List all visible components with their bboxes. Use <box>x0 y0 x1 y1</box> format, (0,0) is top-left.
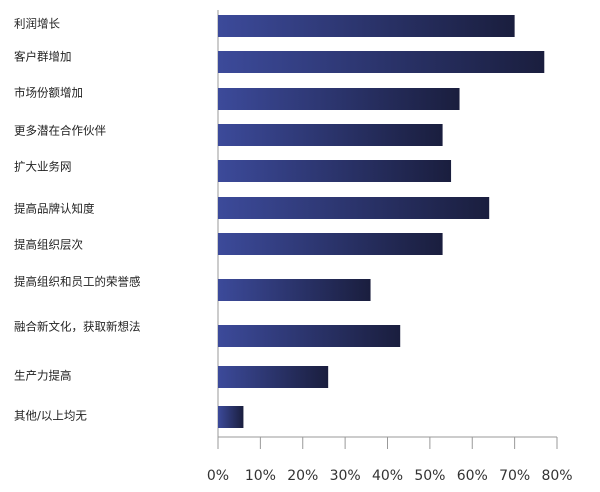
category-label-6: 提高品牌认知度 <box>14 202 95 216</box>
bar-3 <box>218 88 460 110</box>
x-tick-label-5: 50% <box>414 468 445 484</box>
x-tick-label-7: 70% <box>499 468 530 484</box>
bar-2 <box>218 51 545 73</box>
category-label-4: 更多潜在合作伙伴 <box>14 124 106 138</box>
x-tick-label-2: 20% <box>287 468 318 484</box>
bar-9 <box>218 325 401 347</box>
bar-10 <box>218 366 329 388</box>
category-label-10: 生产力提高 <box>14 369 72 383</box>
category-label-2: 客户群增加 <box>14 50 72 64</box>
x-tick-label-0: 0% <box>207 468 229 484</box>
x-tick-label-8: 80% <box>541 468 572 484</box>
x-tick-label-6: 60% <box>457 468 488 484</box>
category-label-7: 提高组织层次 <box>14 238 83 252</box>
category-label-8: 提高组织和员工的荣誉感 <box>14 275 141 289</box>
bar-5 <box>218 160 452 182</box>
bar-1 <box>218 15 515 37</box>
bar-layer <box>218 15 545 428</box>
category-label-5: 扩大业务网 <box>14 160 72 174</box>
category-label-11: 其他/以上均无 <box>14 409 87 423</box>
bar-11 <box>218 406 244 428</box>
category-label-3: 市场份额增加 <box>14 86 83 100</box>
x-tick-label-1: 10% <box>245 468 276 484</box>
bar-4 <box>218 124 443 146</box>
category-label-9: 融合新文化，获取新想法 <box>14 320 141 334</box>
category-label-1: 利润增长 <box>14 17 60 31</box>
category-label-layer: 利润增长客户群增加市场份额增加更多潜在合作伙伴扩大业务网提高品牌认知度提高组织层… <box>14 17 141 423</box>
x-tick-label-4: 40% <box>372 468 403 484</box>
x-tick-label-3: 30% <box>330 468 361 484</box>
bar-8 <box>218 279 371 301</box>
bar-7 <box>218 233 443 255</box>
tick-label-layer: 0% 10% 20% 30% 40% 50% 60% 70% 80% <box>207 437 573 484</box>
bar-6 <box>218 197 490 219</box>
